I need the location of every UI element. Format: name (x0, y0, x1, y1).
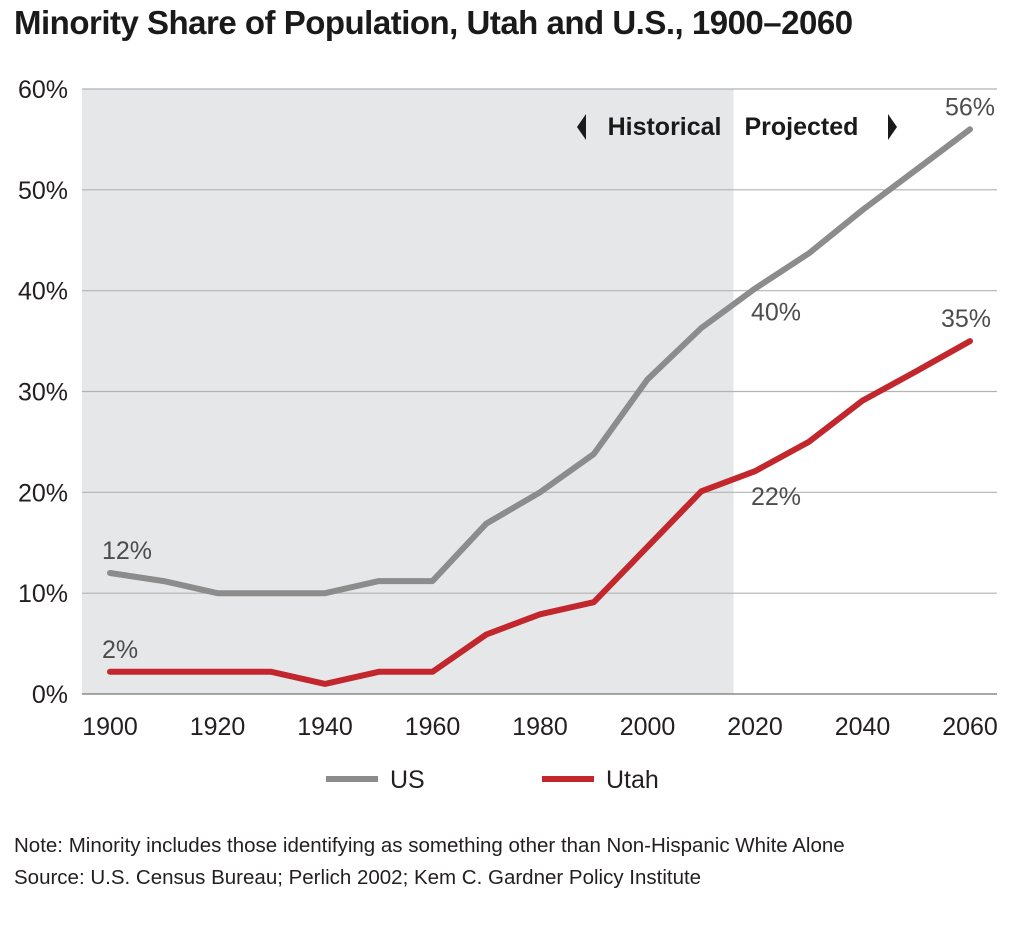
note-text: Note: Minority includes those identifyin… (14, 834, 845, 857)
x-tick-label: 1940 (297, 713, 353, 741)
y-tick-label: 20% (18, 479, 68, 507)
data-label: 22% (751, 483, 801, 511)
x-tick-label: 2020 (727, 713, 783, 741)
historical-label: Historical (608, 113, 722, 141)
x-tick-labels: 1900 1920 1940 1960 1980 2000 2020 2040 2060 (82, 713, 998, 741)
y-tick-label: 30% (18, 379, 68, 407)
x-tick-label: 2040 (835, 713, 891, 741)
y-tick-label: 50% (18, 177, 68, 205)
data-label: 35% (941, 305, 991, 333)
x-tick-label: 1900 (82, 713, 138, 741)
source-text: Source: U.S. Census Bureau; Perlich 2002… (14, 866, 702, 889)
data-annotations: 12% 2% 40% 22% 56% 35% (102, 93, 995, 663)
legend: US Utah (326, 766, 659, 794)
legend-label-us: US (390, 766, 425, 794)
data-label: 12% (102, 537, 152, 565)
y-tick-label: 10% (18, 580, 68, 608)
historical-label-group: Historical (577, 113, 722, 141)
x-tick-label: 2000 (620, 713, 676, 741)
projected-label: Projected (745, 113, 859, 141)
y-tick-label: 60% (18, 76, 68, 104)
legend-label-utah: Utah (606, 766, 659, 794)
x-tick-label: 1960 (405, 713, 461, 741)
x-tick-label: 1980 (512, 713, 568, 741)
projected-arrow-icon (888, 114, 897, 140)
series-lines (107, 126, 973, 687)
y-tick-label: 0% (32, 681, 68, 709)
x-tick-label: 2060 (942, 713, 998, 741)
series-line-us (107, 126, 973, 597)
historical-arrow-icon (577, 114, 586, 140)
y-tick-label: 40% (18, 278, 68, 306)
projected-label-group: Projected (745, 113, 897, 141)
data-label: 56% (945, 93, 995, 121)
chart-title: Minority Share of Population, Utah and U… (14, 4, 853, 41)
footnote: Note: Minority includes those identifyin… (14, 830, 845, 894)
series-line-utah (107, 338, 973, 687)
x-tick-label: 1920 (190, 713, 246, 741)
data-label: 40% (751, 299, 801, 327)
data-label: 2% (102, 636, 138, 664)
y-tick-labels: 0% 10% 20% 30% 40% 50% 60% (18, 76, 68, 709)
